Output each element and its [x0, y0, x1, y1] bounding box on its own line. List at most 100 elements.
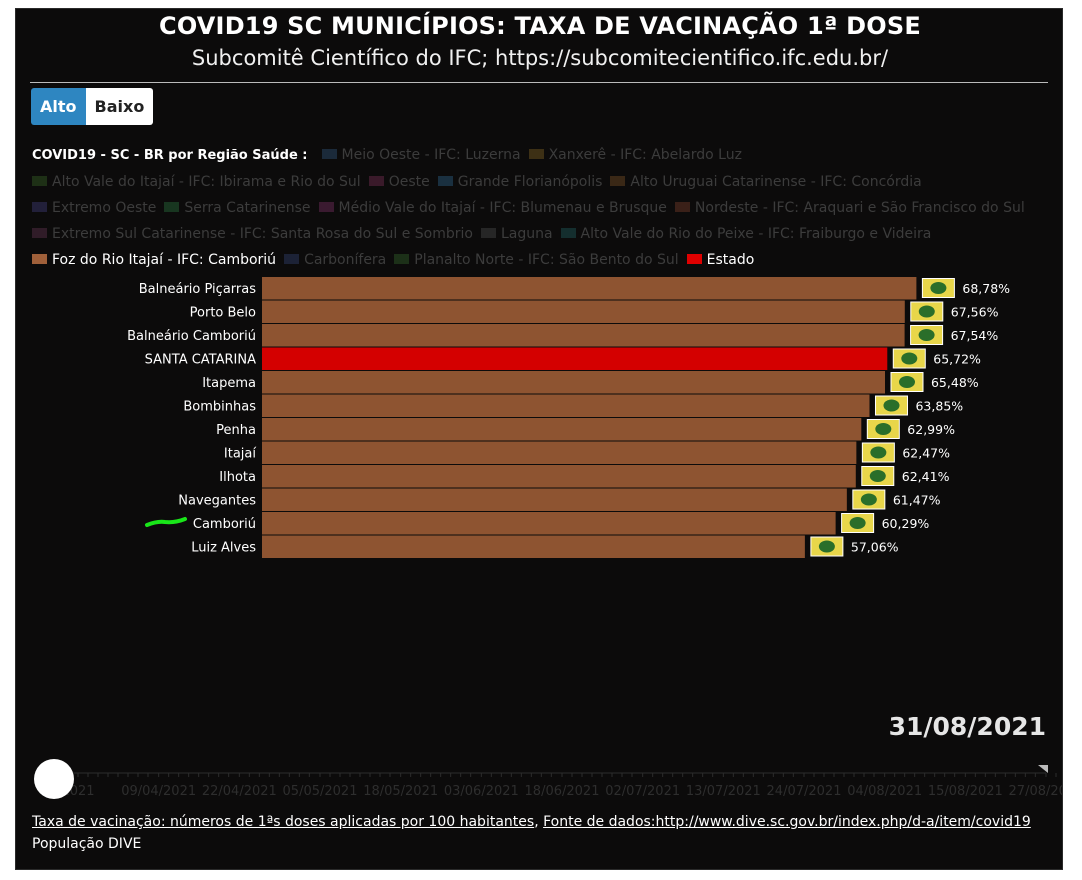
value-label: 61,47%: [893, 492, 941, 507]
legend-item[interactable]: Meio Oeste - IFC: Luzerna: [321, 142, 521, 168]
legend-item[interactable]: Extremo Sul Catarinense - IFC: Santa Ros…: [32, 221, 473, 247]
value-label: 63,85%: [915, 398, 963, 413]
legend-title: COVID19 - SC - BR por Região Saúde :: [32, 148, 308, 163]
population-source: População DIVE: [32, 836, 142, 852]
timeline-tick-label: 04/08/2021: [847, 784, 922, 799]
legend-item[interactable]: Estado: [686, 247, 755, 273]
timeline-slider[interactable]: 2021 09/04/2021 22/04/2021 05/05/2021 18/05/…: [16, 759, 1063, 809]
header-divider: [30, 82, 1048, 83]
highlight-mark: [145, 517, 187, 527]
category-label: Porto Belo: [190, 305, 256, 320]
timeline-tick-label: 15/08/2021: [928, 784, 1003, 799]
category-label: Navegantes: [178, 493, 256, 508]
legend-swatch: [480, 228, 496, 238]
legend-swatch: [368, 176, 384, 186]
legend-item[interactable]: Grande Florianópolis: [437, 169, 603, 195]
sort-high-button[interactable]: Alto: [31, 88, 86, 125]
legend-label: Planalto Norte - IFC: São Bento do Sul: [414, 252, 679, 268]
value-label: 65,48%: [931, 375, 979, 390]
legend-swatch: [437, 176, 453, 186]
legend-swatch: [318, 202, 334, 212]
flag-emblem-icon: [898, 376, 915, 388]
timeline-tick-label: 03/06/2021: [444, 784, 519, 799]
legend-item[interactable]: Nordeste - IFC: Araquari e São Francisco…: [674, 195, 1025, 221]
flag-emblem-icon: [875, 423, 892, 435]
flag-emblem-icon: [883, 399, 900, 412]
bar-chart: Balneário Piçarras 68,78% Porto Belo 67,56%…: [127, 277, 1010, 558]
category-label: Ilhota: [219, 470, 256, 485]
legend-swatch: [674, 202, 690, 212]
legend-label: Meio Oeste - IFC: Luzerna: [341, 147, 521, 163]
legend-label: Grande Florianópolis: [457, 174, 603, 190]
value-label: 57,06%: [851, 539, 899, 554]
legend-label: Oeste: [388, 174, 430, 190]
legend-item[interactable]: Laguna: [480, 221, 553, 247]
legend-item[interactable]: Planalto Norte - IFC: São Bento do Sul: [394, 247, 679, 273]
bar: [262, 535, 805, 558]
legend-label: Xanxerê - IFC: Abelardo Luz: [548, 147, 742, 163]
value-label: 62,47%: [902, 445, 950, 460]
timeline-tick-label: 18/05/2021: [363, 784, 438, 799]
sort-low-button[interactable]: Baixo: [85, 88, 154, 125]
legend-item[interactable]: Extremo Oeste: [32, 195, 156, 221]
legend-swatch: [560, 228, 576, 238]
category-label: Balneário Camboriú: [127, 329, 256, 344]
sort-toggle: Alto Baixo: [31, 88, 154, 125]
legend-swatch: [32, 228, 47, 238]
flag-emblem-icon: [918, 305, 935, 318]
legend-label: Nordeste - IFC: Araquari e São Francisco…: [694, 200, 1025, 216]
legend-item[interactable]: Carbonífera: [284, 247, 386, 273]
data-source-link[interactable]: Fonte de dados:http://www.dive.sc.gov.br…: [543, 814, 1031, 830]
flag-emblem-icon: [860, 493, 877, 506]
flag-emblem-icon: [930, 282, 947, 294]
legend-label: Foz do Rio Itajaí - IFC: Camboriú: [52, 252, 277, 268]
legend-label: Estado: [706, 252, 755, 268]
legend-swatch: [321, 149, 337, 159]
legend-swatch: [32, 202, 47, 212]
legend-label: Alto Vale do Itajaí - IFC: Ibirama e Rio…: [52, 174, 361, 190]
chart-subtitle: Subcomitê Científico do IFC; https://sub…: [191, 46, 889, 70]
legend-item[interactable]: Médio Vale do Itajaí - IFC: Blumenau e B…: [318, 195, 667, 221]
category-label: SANTA CATARINA: [145, 352, 256, 367]
legend-label: Serra Catarinense: [184, 200, 311, 216]
legend-swatch: [164, 202, 180, 212]
timeline-tick-label: 02/07/2021: [605, 784, 680, 799]
legend-item[interactable]: Alto Vale do Itajaí - IFC: Ibirama e Rio…: [32, 169, 361, 195]
legend: COVID19 - SC - BR por Região Saúde : Meio…: [32, 142, 1042, 273]
chart-frame: COVID19 SC MUNICÍPIOS: TAXA DE VACINAÇÃO…: [15, 8, 1063, 870]
legend-label: Alto Uruguai Catarinense - IFC: Concórdi…: [630, 174, 922, 190]
bar: [262, 394, 870, 417]
legend-swatch: [528, 149, 544, 159]
category-label: Luiz Alves: [191, 540, 256, 555]
legend-item[interactable]: Alto Vale do Rio do Peixe - IFC: Fraibur…: [560, 221, 931, 247]
bar: [262, 441, 857, 464]
legend-label: Carbonífera: [304, 252, 387, 268]
flag-emblem-icon: [869, 470, 886, 482]
vaccination-rate-link[interactable]: Taxa de vacinação: números de 1ªs doses …: [32, 814, 535, 830]
timeline-tick-label: 27/08/2021: [1009, 784, 1063, 799]
legend-swatch: [610, 176, 626, 186]
legend-swatch: [32, 254, 47, 264]
legend-item[interactable]: Foz do Rio Itajaí - IFC: Camboriú: [32, 247, 276, 273]
value-label: 60,29%: [882, 516, 930, 531]
timeline-tick-label: 13/07/2021: [686, 784, 761, 799]
legend-label: Extremo Sul Catarinense - IFC: Santa Ros…: [52, 226, 473, 242]
value-label: 65,72%: [933, 351, 981, 366]
legend-swatch: [686, 254, 702, 264]
legend-item[interactable]: Alto Uruguai Catarinense - IFC: Concórdi…: [610, 169, 922, 195]
category-label: Itajaí: [224, 446, 256, 461]
legend-item[interactable]: Serra Catarinense: [164, 195, 311, 221]
value-label: 67,56%: [951, 304, 999, 319]
legend-item[interactable]: Oeste: [368, 169, 430, 195]
legend-item[interactable]: Xanxerê - IFC: Abelardo Luz: [528, 142, 742, 168]
footer-separator: ,: [534, 814, 544, 830]
legend-swatch: [394, 254, 410, 264]
value-label: 68,78%: [962, 281, 1010, 296]
footer: Taxa de vacinação: números de 1ªs doses …: [32, 811, 1031, 855]
flag-emblem-icon: [849, 517, 866, 529]
category-label: Penha: [216, 423, 256, 438]
category-label: Itapema: [202, 376, 256, 391]
flag-emblem-icon: [870, 446, 887, 459]
bar: [262, 277, 917, 300]
bar: [262, 324, 905, 347]
